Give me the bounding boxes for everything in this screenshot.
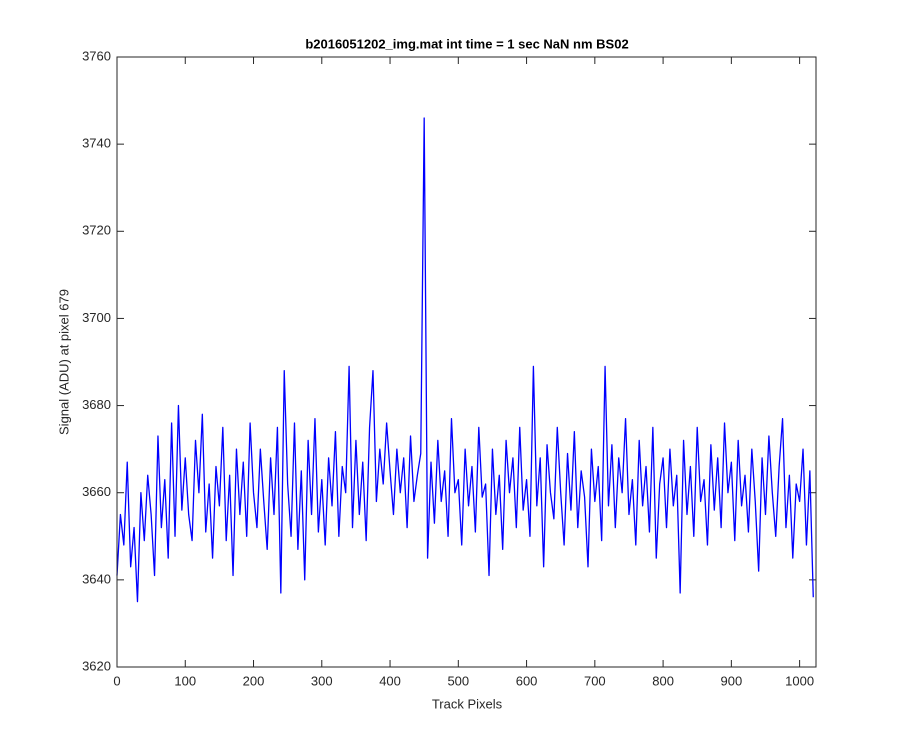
y-tick-label: 3700 <box>82 310 111 325</box>
x-tick-label: 300 <box>311 673 333 688</box>
y-axis-label: Signal (ADU) at pixel 679 <box>56 289 71 435</box>
y-tick-label: 3720 <box>82 223 111 238</box>
x-tick-label: 100 <box>174 673 196 688</box>
y-tick-label: 3660 <box>82 484 111 499</box>
x-tick-label: 400 <box>379 673 401 688</box>
chart-title: b2016051202_img.mat int time = 1 sec NaN… <box>305 36 628 51</box>
x-tick-label: 0 <box>113 673 120 688</box>
x-tick-label: 600 <box>516 673 538 688</box>
x-tick-label: 900 <box>721 673 743 688</box>
x-tick-label: 1000 <box>785 673 814 688</box>
y-tick-label: 3640 <box>82 571 111 586</box>
line-series <box>116 117 814 603</box>
x-axis-label: Track Pixels <box>432 696 503 711</box>
x-tick-label: 200 <box>243 673 265 688</box>
x-tick-label: 500 <box>447 673 469 688</box>
plot-frame <box>116 56 817 668</box>
y-tick-label: 3620 <box>82 658 111 673</box>
x-tick-label: 700 <box>584 673 606 688</box>
y-tick-label: 3760 <box>82 48 111 63</box>
y-tick-label: 3680 <box>82 397 111 412</box>
x-tick-label: 800 <box>652 673 674 688</box>
y-tick-label: 3740 <box>82 136 111 151</box>
